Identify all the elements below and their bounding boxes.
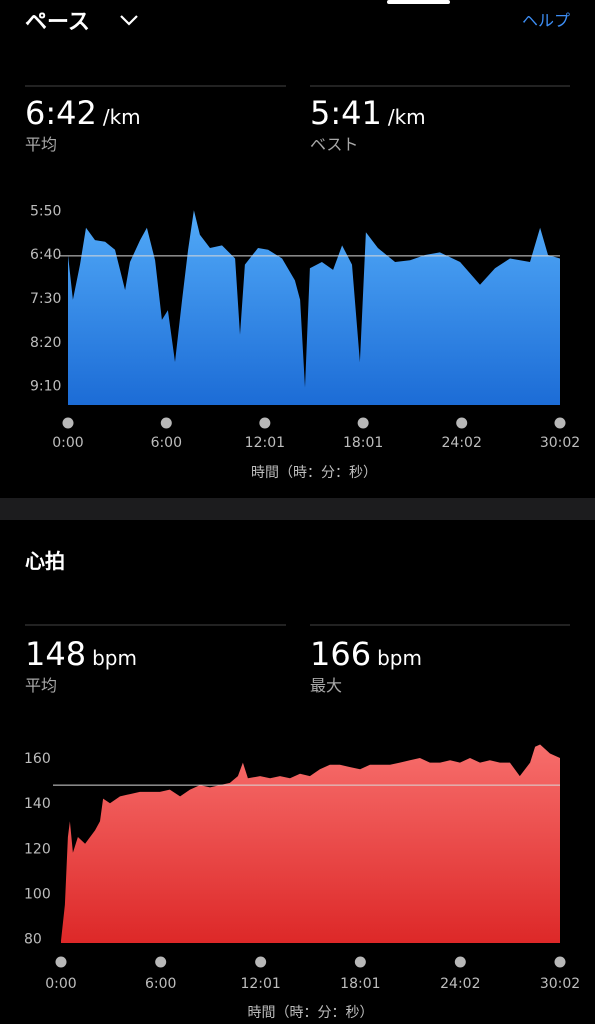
y-tick-label: 9:10 <box>30 379 61 395</box>
x-tick-dot <box>62 417 74 429</box>
stat-label: ベスト <box>310 135 358 154</box>
x-tick-label: 12:01 <box>245 435 285 451</box>
x-tick-label: 6:00 <box>151 435 182 451</box>
stat-value: 148 <box>25 635 86 673</box>
x-tick-label: 18:01 <box>343 435 383 451</box>
stat-value: 6:42 <box>25 94 97 132</box>
x-tick-dot <box>259 417 271 429</box>
x-tick-dot <box>554 417 566 429</box>
y-tick-label: 160 <box>24 751 51 767</box>
x-tick-dot <box>454 956 466 968</box>
x-tick-label: 24:02 <box>442 435 482 451</box>
y-tick-label: 140 <box>24 796 51 812</box>
y-tick-label: 100 <box>24 886 51 902</box>
stat-unit: /km <box>388 105 426 129</box>
x-tick-dot <box>554 956 566 968</box>
dropdown-chevron[interactable] <box>120 15 138 26</box>
stat-value: 5:41 <box>310 94 382 132</box>
x-tick-label: 30:02 <box>540 435 580 451</box>
section-title: 心拍 <box>25 549 65 573</box>
y-tick-label: 120 <box>24 841 51 857</box>
y-tick-label: 80 <box>24 931 42 947</box>
x-tick-label: 0:00 <box>45 976 76 992</box>
help-link[interactable]: ヘルプ <box>522 11 570 30</box>
x-tick-dot <box>160 417 172 429</box>
stat-unit: bpm <box>377 646 422 670</box>
stat-label: 平均 <box>25 135 57 154</box>
stat-unit: /km <box>103 105 141 129</box>
area <box>68 210 560 405</box>
x-tick-dot <box>456 417 468 429</box>
stat-label: 最大 <box>310 676 342 695</box>
x-tick-label: 18:01 <box>340 976 380 992</box>
y-tick-label: 6:40 <box>30 247 61 263</box>
area <box>61 744 560 943</box>
x-tick-dot <box>155 956 167 968</box>
x-tick-dot <box>55 956 67 968</box>
x-axis-title: 時間（時：分：秒） <box>251 465 377 481</box>
scroll-indicator <box>387 0 450 4</box>
x-tick-label: 12:01 <box>240 976 280 992</box>
y-tick-label: 5:50 <box>30 203 61 219</box>
stat-label: 平均 <box>25 676 57 695</box>
x-tick-dot <box>255 956 267 968</box>
x-tick-dot <box>357 417 369 429</box>
section-separator <box>0 498 595 520</box>
x-tick-label: 6:00 <box>145 976 176 992</box>
x-tick-dot <box>354 956 366 968</box>
x-axis-title: 時間（時：分：秒） <box>248 1005 374 1021</box>
stat-unit: bpm <box>92 646 137 670</box>
x-tick-label: 0:00 <box>52 435 83 451</box>
y-tick-label: 8:20 <box>30 335 61 351</box>
stat-value: 166 <box>310 635 371 673</box>
y-tick-label: 7:30 <box>30 291 61 307</box>
section-title[interactable]: ペース <box>25 10 90 35</box>
x-tick-label: 30:02 <box>540 976 580 992</box>
x-tick-label: 24:02 <box>440 976 480 992</box>
